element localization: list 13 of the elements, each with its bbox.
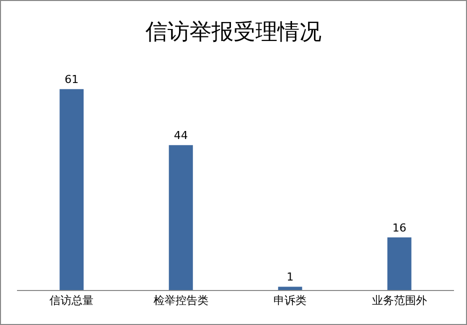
x-tick-label: 信访总量 [50, 294, 94, 308]
bar [278, 286, 302, 290]
x-tick-label: 业务范围外 [372, 294, 427, 308]
x-tick-label: 检举控告类 [153, 294, 208, 308]
data-label: 16 [392, 221, 406, 234]
data-label: 1 [286, 270, 294, 284]
x-tick-label: 申诉类 [274, 294, 307, 308]
data-label: 61 [64, 73, 79, 86]
bar [60, 89, 84, 290]
data-label: 44 [174, 129, 188, 142]
bar [387, 237, 412, 290]
chart-title: 信访举报受理情况 [146, 20, 322, 46]
bar [168, 145, 193, 290]
